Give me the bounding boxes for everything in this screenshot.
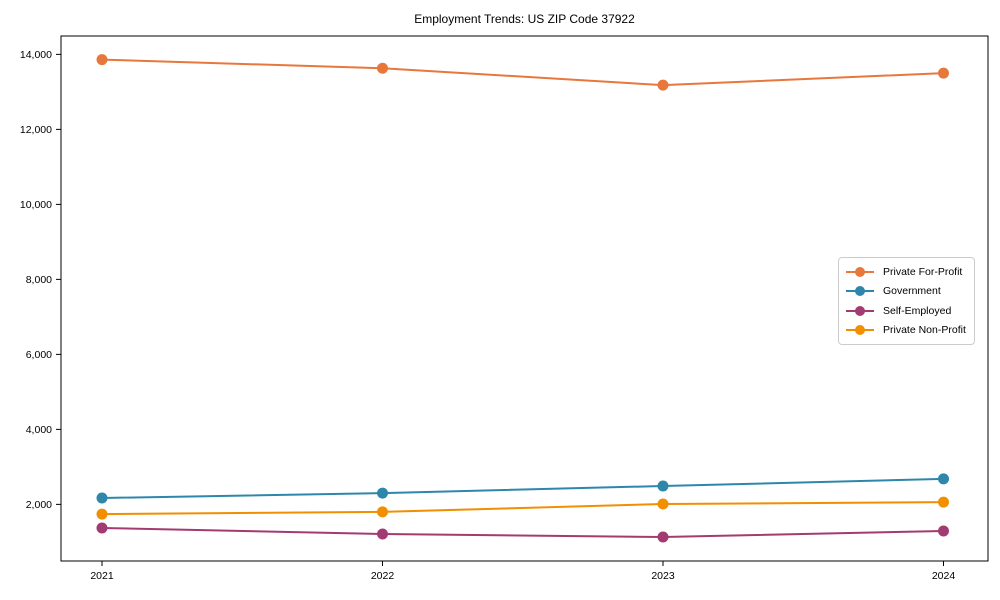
y-tick-label: 2,000 xyxy=(26,499,52,511)
legend-item: Self-Employed xyxy=(845,301,967,321)
legend-line-marker-icon xyxy=(846,266,874,277)
y-tick-label: 14,000 xyxy=(20,49,52,61)
data-point-marker xyxy=(657,480,669,492)
legend-label: Private Non-Profit xyxy=(883,324,966,337)
legend-label: Private For-Profit xyxy=(883,265,963,278)
y-tick-label: 8,000 xyxy=(26,274,52,286)
legend-label: Self-Employed xyxy=(883,304,952,317)
x-tick-label: 2021 xyxy=(90,570,114,582)
legend-item: Private Non-Profit xyxy=(845,321,967,341)
legend-line-marker-icon xyxy=(846,286,874,297)
data-point-marker xyxy=(938,496,949,508)
y-tick-label: 4,000 xyxy=(26,424,52,436)
data-point-marker xyxy=(657,79,669,91)
x-tick-label: 2023 xyxy=(651,570,675,582)
data-point-marker xyxy=(377,528,388,540)
data-point-marker xyxy=(938,525,949,537)
legend-line-marker-icon xyxy=(846,325,874,336)
data-point-marker xyxy=(938,473,949,485)
legend-line-marker-icon xyxy=(846,305,874,316)
y-tick-label: 12,000 xyxy=(20,124,52,136)
legend: Private For-Profit Government Self-Employe… xyxy=(838,257,975,345)
y-tick-label: 6,000 xyxy=(26,349,52,361)
data-point-marker xyxy=(96,492,108,504)
data-point-marker xyxy=(938,67,949,79)
chart-title: Employment Trends: US ZIP Code 37922 xyxy=(414,12,635,26)
series-line xyxy=(101,501,945,516)
data-point-marker xyxy=(96,508,108,520)
data-point-marker xyxy=(377,506,388,518)
legend-item: Government xyxy=(845,282,967,302)
x-tick-label: 2022 xyxy=(371,570,395,582)
series-line xyxy=(101,527,945,539)
data-point-marker xyxy=(96,54,108,66)
data-point-marker xyxy=(377,487,388,499)
data-point-marker xyxy=(377,62,388,74)
series-line xyxy=(101,477,945,499)
y-tick-label: 10,000 xyxy=(20,199,52,211)
plot-frame xyxy=(60,35,989,562)
series-line xyxy=(101,58,945,87)
data-point-marker xyxy=(657,498,669,510)
legend-label: Government xyxy=(883,285,941,298)
legend-item: Private For-Profit xyxy=(845,262,967,282)
data-point-marker xyxy=(96,522,108,534)
data-point-marker xyxy=(657,531,669,543)
x-tick-label: 2024 xyxy=(932,570,956,582)
